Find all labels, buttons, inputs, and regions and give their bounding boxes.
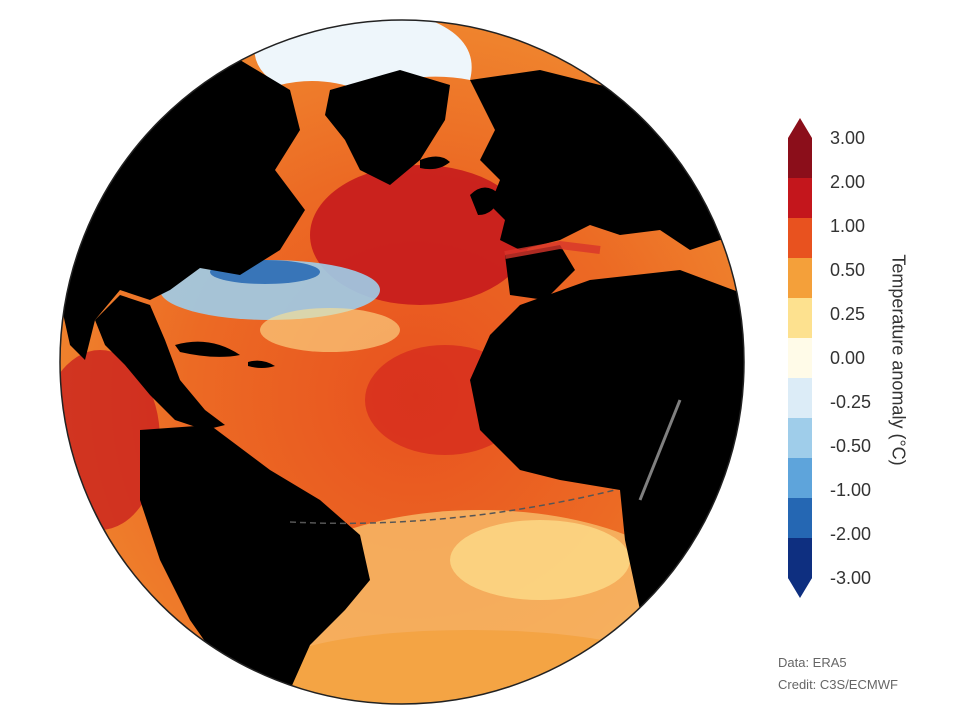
- colorbar-title: Temperature anomaly (°C): [888, 254, 909, 466]
- southern-band: [270, 630, 670, 704]
- equator-line: [289, 489, 616, 525]
- colorbar-tick-label: -3.00: [830, 568, 872, 588]
- iceland: [420, 156, 450, 170]
- colorbar-segment: [788, 538, 812, 579]
- colorbar-tick-label: 0.25: [830, 304, 866, 324]
- subtropic-pale-band: [260, 308, 400, 352]
- cuba: [175, 341, 240, 357]
- africa-coast-line: [638, 399, 682, 501]
- mediterranean-warm-rim: [504, 240, 601, 259]
- british-isles: [470, 187, 500, 215]
- colorbar-max-arrow: [788, 118, 812, 138]
- colorbar-tick-label: 0.50: [830, 260, 866, 280]
- globe-map: [59, 19, 745, 705]
- south-america: [140, 425, 370, 704]
- colorbar-tick-label: -2.00: [830, 524, 872, 544]
- colorbar-tick-label: 0.00: [830, 348, 866, 368]
- greenland: [325, 70, 450, 185]
- colorbar-tick-label: 3.00: [830, 128, 866, 148]
- colorbar-tick-label: 2.00: [830, 172, 866, 192]
- colorbar-min-arrow: [788, 578, 812, 598]
- source-credit: Credit: C3S/ECMWF: [778, 677, 898, 692]
- colorbar-segment: [788, 418, 812, 459]
- data-credit: Data: ERA5: [778, 655, 847, 670]
- colorbar-segment: [788, 498, 812, 539]
- colorbar-segment: [788, 138, 812, 179]
- europe: [470, 70, 744, 250]
- colorbar-segment: [788, 378, 812, 419]
- iberia: [505, 245, 575, 300]
- colorbar: [788, 118, 812, 598]
- colorbar-segment: [788, 458, 812, 499]
- colorbar-segment: [788, 298, 812, 339]
- colorbar-tick-label: -0.50: [830, 436, 872, 456]
- globe-svg: [59, 19, 745, 705]
- arctic-ice: [254, 20, 472, 90]
- globe-outline: [59, 19, 745, 705]
- colorbar-tick-label: 1.00: [830, 216, 866, 236]
- colorbar-segment: [788, 338, 812, 379]
- colorbar-tick-label: -0.25: [830, 392, 872, 412]
- globe-content: [60, 20, 744, 704]
- colorbar-segment: [788, 218, 812, 259]
- colorbar-segment: [788, 258, 812, 299]
- colorbar-segment: [788, 178, 812, 219]
- hispaniola: [248, 360, 275, 368]
- colorbar-tick-label: -1.00: [830, 480, 872, 500]
- central-america: [95, 295, 225, 430]
- south-atlantic-light: [450, 520, 630, 600]
